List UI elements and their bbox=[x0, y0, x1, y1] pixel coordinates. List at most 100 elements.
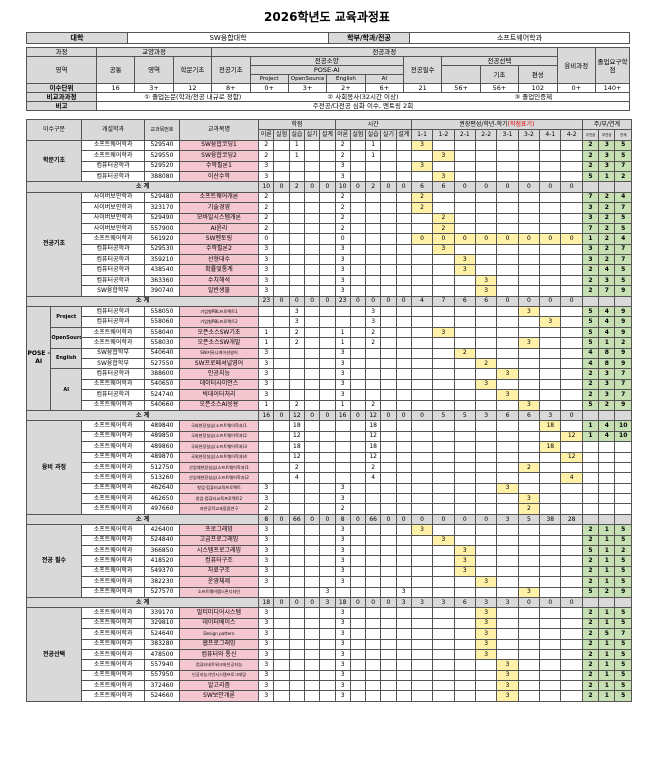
cell bbox=[560, 669, 583, 682]
cell bbox=[474, 389, 498, 401]
cell bbox=[517, 576, 541, 588]
cell bbox=[539, 139, 562, 152]
cell bbox=[349, 524, 367, 536]
cell: 1 bbox=[581, 430, 600, 443]
subtotal: 0 bbox=[365, 295, 382, 308]
subtotal-label: 소 계 bbox=[25, 596, 260, 609]
cell bbox=[560, 638, 583, 650]
course-row: SW융합학부 527550 SW프로페셔널영어 3 3 2 4 8 9 bbox=[27, 357, 632, 370]
cell bbox=[560, 482, 583, 495]
cell: 5 bbox=[614, 648, 632, 661]
cell: 3 bbox=[334, 648, 351, 661]
subtotal: 6 bbox=[410, 181, 434, 193]
subtotal: 0 bbox=[496, 295, 519, 308]
h bbox=[441, 65, 481, 84]
cell bbox=[598, 472, 616, 484]
cell: 12 bbox=[560, 430, 583, 443]
cell: 5 bbox=[581, 544, 600, 557]
code: 529480 bbox=[144, 191, 180, 204]
cell bbox=[273, 243, 290, 256]
cell bbox=[273, 285, 290, 297]
cell: 3 bbox=[474, 274, 498, 287]
unit: 3+ bbox=[134, 83, 174, 93]
cell: 2 bbox=[598, 399, 616, 411]
label: 대학 bbox=[26, 32, 128, 44]
cell bbox=[432, 607, 455, 619]
cell bbox=[432, 441, 455, 453]
code: 513260 bbox=[144, 472, 180, 484]
cell bbox=[410, 399, 434, 411]
cell: 3 bbox=[258, 565, 275, 578]
cell bbox=[258, 306, 275, 318]
h: 주/부/연계 bbox=[581, 118, 633, 131]
cell bbox=[410, 576, 434, 588]
cell: 5 bbox=[598, 628, 616, 640]
cell bbox=[365, 607, 382, 619]
cell bbox=[432, 254, 455, 266]
course-name: 프로그래밍 bbox=[178, 524, 260, 536]
cell bbox=[395, 160, 412, 172]
h: English bbox=[326, 74, 366, 84]
cell bbox=[303, 399, 321, 411]
cell: 12 bbox=[288, 451, 305, 463]
cell bbox=[474, 430, 498, 443]
h: OpenSource bbox=[287, 74, 328, 84]
cell: 3 bbox=[258, 617, 275, 630]
course-row: 소프트웨어학과 418520 컴퓨터구조 3 3 3 2 1 5 bbox=[27, 555, 632, 567]
cell bbox=[581, 493, 600, 505]
code: 323170 bbox=[144, 202, 180, 214]
cell bbox=[432, 493, 455, 505]
cell: 2 bbox=[598, 202, 616, 214]
cell bbox=[319, 170, 336, 183]
cell bbox=[258, 430, 275, 443]
subtotal: 0 bbox=[303, 596, 321, 609]
cell bbox=[453, 669, 476, 682]
subtotal: 0 bbox=[496, 181, 519, 193]
cell bbox=[539, 274, 562, 287]
cell bbox=[581, 181, 600, 193]
cell: 3 bbox=[496, 669, 519, 682]
cell bbox=[319, 493, 336, 505]
cell: 3 bbox=[517, 337, 541, 349]
cell bbox=[273, 274, 290, 287]
cell bbox=[581, 482, 600, 495]
cell bbox=[517, 243, 541, 256]
cell bbox=[288, 285, 305, 297]
section-label: 융비 과정 bbox=[26, 420, 82, 515]
code: 540640 bbox=[144, 347, 180, 360]
cell bbox=[496, 451, 519, 463]
h: 공통 bbox=[95, 56, 136, 84]
code: 489870 bbox=[144, 451, 180, 463]
course-name: 국외현장실습(소프트웨어학과)2 bbox=[178, 430, 260, 443]
cell: 9 bbox=[614, 326, 632, 339]
h: 전공필수 bbox=[402, 56, 443, 84]
course-row: 소프트웨어학과 561920 SW멘토링 0 0 0 0 0 0 0 0 0 0 1 2 4 bbox=[27, 233, 632, 245]
cell bbox=[496, 160, 519, 172]
cell bbox=[517, 202, 541, 214]
subtotal: 0 bbox=[349, 596, 367, 609]
course-row: 사이버보안학과 323170 기술경영 2 2 2 3 2 7 bbox=[27, 202, 632, 214]
cell bbox=[303, 202, 321, 214]
course-name: 인공지능 bbox=[178, 368, 260, 380]
unit: 140+ bbox=[595, 83, 630, 93]
cell: 1 bbox=[334, 326, 351, 339]
cell: 3 bbox=[410, 524, 434, 536]
cell bbox=[273, 264, 290, 276]
cell: 1 bbox=[581, 233, 600, 245]
cell bbox=[380, 150, 397, 162]
code: 527550 bbox=[144, 357, 180, 370]
h: 전공선택 bbox=[441, 56, 558, 66]
cell bbox=[539, 389, 562, 401]
cell bbox=[560, 544, 583, 557]
course-row: 소프트웨어학과 558030 오픈소스SW개발 1 2 1 2 3 5 1 2 bbox=[27, 337, 632, 349]
cell bbox=[598, 451, 616, 463]
cell bbox=[288, 482, 305, 495]
cell bbox=[395, 607, 412, 619]
subtotal: 18 bbox=[258, 596, 275, 609]
cell: 4 bbox=[598, 430, 616, 443]
subtotal: 0 bbox=[273, 513, 290, 526]
cell bbox=[303, 628, 321, 640]
cell: 5 bbox=[614, 212, 632, 224]
cell: 7 bbox=[614, 254, 632, 266]
cell bbox=[395, 544, 412, 557]
